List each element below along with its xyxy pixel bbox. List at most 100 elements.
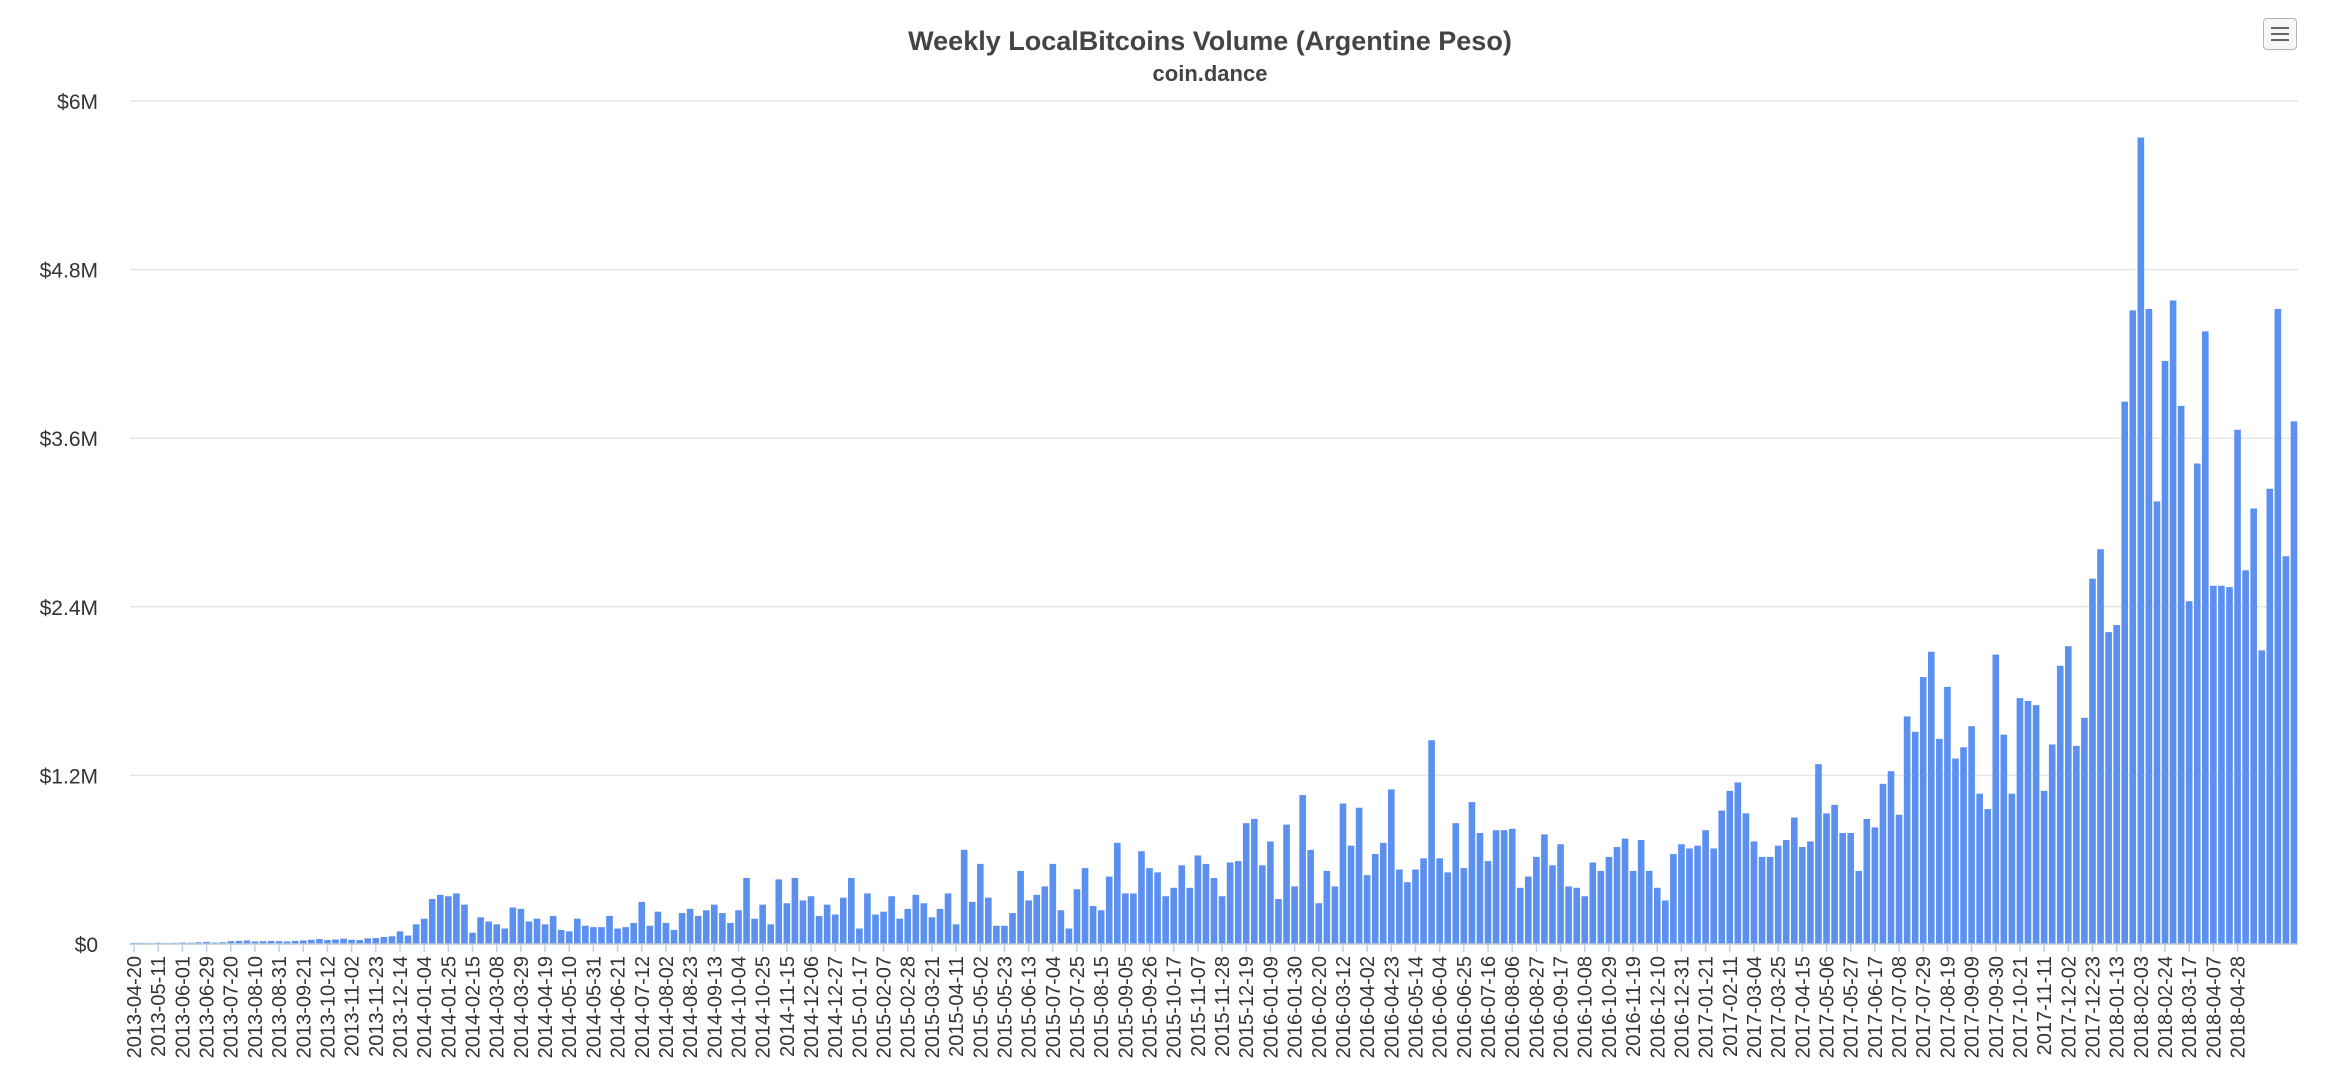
x-tick-label: 2017-03-04 [1744, 956, 1766, 1058]
bar [1420, 858, 1427, 944]
x-tick-label: 2015-07-25 [1067, 956, 1089, 1058]
bar [702, 910, 710, 944]
bar [1541, 834, 1548, 944]
x-tick-label: 2014-07-12 [632, 956, 654, 1058]
y-tick-label: $0 [75, 934, 98, 957]
bar [985, 897, 992, 944]
bar [670, 929, 678, 944]
bar [2185, 601, 2193, 944]
bar [1371, 854, 1379, 944]
bar [751, 918, 758, 944]
bar [517, 908, 525, 945]
bar [1033, 894, 1040, 944]
bar [235, 940, 243, 944]
bar [1726, 790, 1734, 944]
x-tick-label: 2017-05-06 [1817, 956, 1839, 1058]
bar [332, 939, 339, 944]
bar [2250, 508, 2257, 944]
bar [1412, 869, 1419, 944]
bar [654, 911, 662, 944]
bar [1637, 840, 1645, 944]
bar [1911, 731, 1919, 944]
x-tick-label: 2014-10-04 [729, 956, 751, 1058]
bar [549, 915, 557, 944]
x-tick-label: 2015-04-11 [946, 956, 968, 1057]
x-axis: 2013-04-20 2013-05-11 2013-06-01 2013-06-29… [124, 943, 2298, 1058]
bar [831, 914, 839, 944]
bar [711, 904, 718, 944]
bar [2097, 549, 2104, 944]
x-tick-label: 2016-05-14 [1406, 956, 1428, 1058]
x-tick-label: 2015-11-28 [1212, 956, 1234, 1057]
x-tick-label: 2014-04-19 [535, 956, 557, 1058]
x-tick-label: 2014-08-23 [680, 956, 702, 1058]
bar [646, 925, 654, 944]
bar [1250, 818, 1258, 944]
bar [2008, 793, 2016, 944]
bar [1001, 925, 1008, 944]
bar [1847, 833, 1854, 944]
x-tick-label: 2015-12-19 [1236, 956, 1258, 1058]
bar [1323, 870, 1331, 944]
bar [533, 918, 541, 944]
bar [1895, 814, 1903, 944]
bar [630, 922, 638, 944]
bar [960, 849, 968, 944]
x-tick-label: 2016-07-16 [1478, 956, 1500, 1058]
bar [944, 893, 952, 944]
bar [1742, 813, 1750, 944]
bar [404, 935, 412, 944]
x-tick-label: 2017-05-27 [1841, 956, 1863, 1058]
bar [920, 903, 928, 944]
bar [662, 922, 670, 944]
bar [823, 904, 831, 944]
x-tick-label: 2017-02-11 [1720, 956, 1742, 1057]
bar [574, 918, 581, 944]
bar [372, 938, 380, 944]
bar [259, 941, 267, 944]
bar [2161, 360, 2169, 944]
bar [477, 917, 484, 944]
bar [1565, 886, 1572, 944]
x-tick-label: 2015-05-23 [995, 956, 1017, 1058]
menu-line-icon [2271, 33, 2289, 35]
bar [2218, 585, 2225, 944]
bar [557, 929, 565, 944]
bar [1589, 862, 1597, 944]
bar [469, 932, 476, 944]
bar [396, 931, 404, 944]
bar [1903, 716, 1911, 944]
x-tick-label: 2014-12-27 [825, 956, 847, 1058]
bar [1799, 847, 1806, 944]
bar [1452, 823, 1460, 944]
bar [1041, 886, 1049, 944]
bar [219, 942, 226, 944]
bar [880, 911, 887, 944]
bar [340, 938, 347, 944]
bar [2210, 585, 2217, 944]
bar [2266, 488, 2274, 944]
bar [1210, 877, 1218, 944]
bar [968, 901, 976, 944]
x-tick-label: 2016-10-29 [1599, 956, 1621, 1058]
bar [324, 940, 331, 944]
x-tick-label: 2013-12-14 [390, 956, 412, 1058]
x-tick-label: 2013-08-31 [269, 956, 291, 1058]
bar [1645, 870, 1653, 944]
x-tick-label: 2015-10-17 [1164, 956, 1186, 1058]
bar [2137, 137, 2145, 944]
bar [686, 908, 694, 945]
bar [1379, 842, 1387, 944]
bar [1621, 838, 1629, 945]
bar [2121, 401, 2129, 944]
bar [767, 924, 775, 944]
hamburger-menu-icon[interactable] [2263, 18, 2297, 50]
x-tick-label: 2016-08-06 [1502, 956, 1524, 1058]
x-tick-label: 2013-10-12 [318, 956, 340, 1058]
x-tick-label: 2015-02-07 [874, 956, 896, 1058]
bar [1162, 896, 1169, 944]
bar [1436, 858, 1443, 944]
bar [1879, 783, 1887, 944]
bar [1670, 854, 1677, 944]
bar [1702, 830, 1709, 944]
